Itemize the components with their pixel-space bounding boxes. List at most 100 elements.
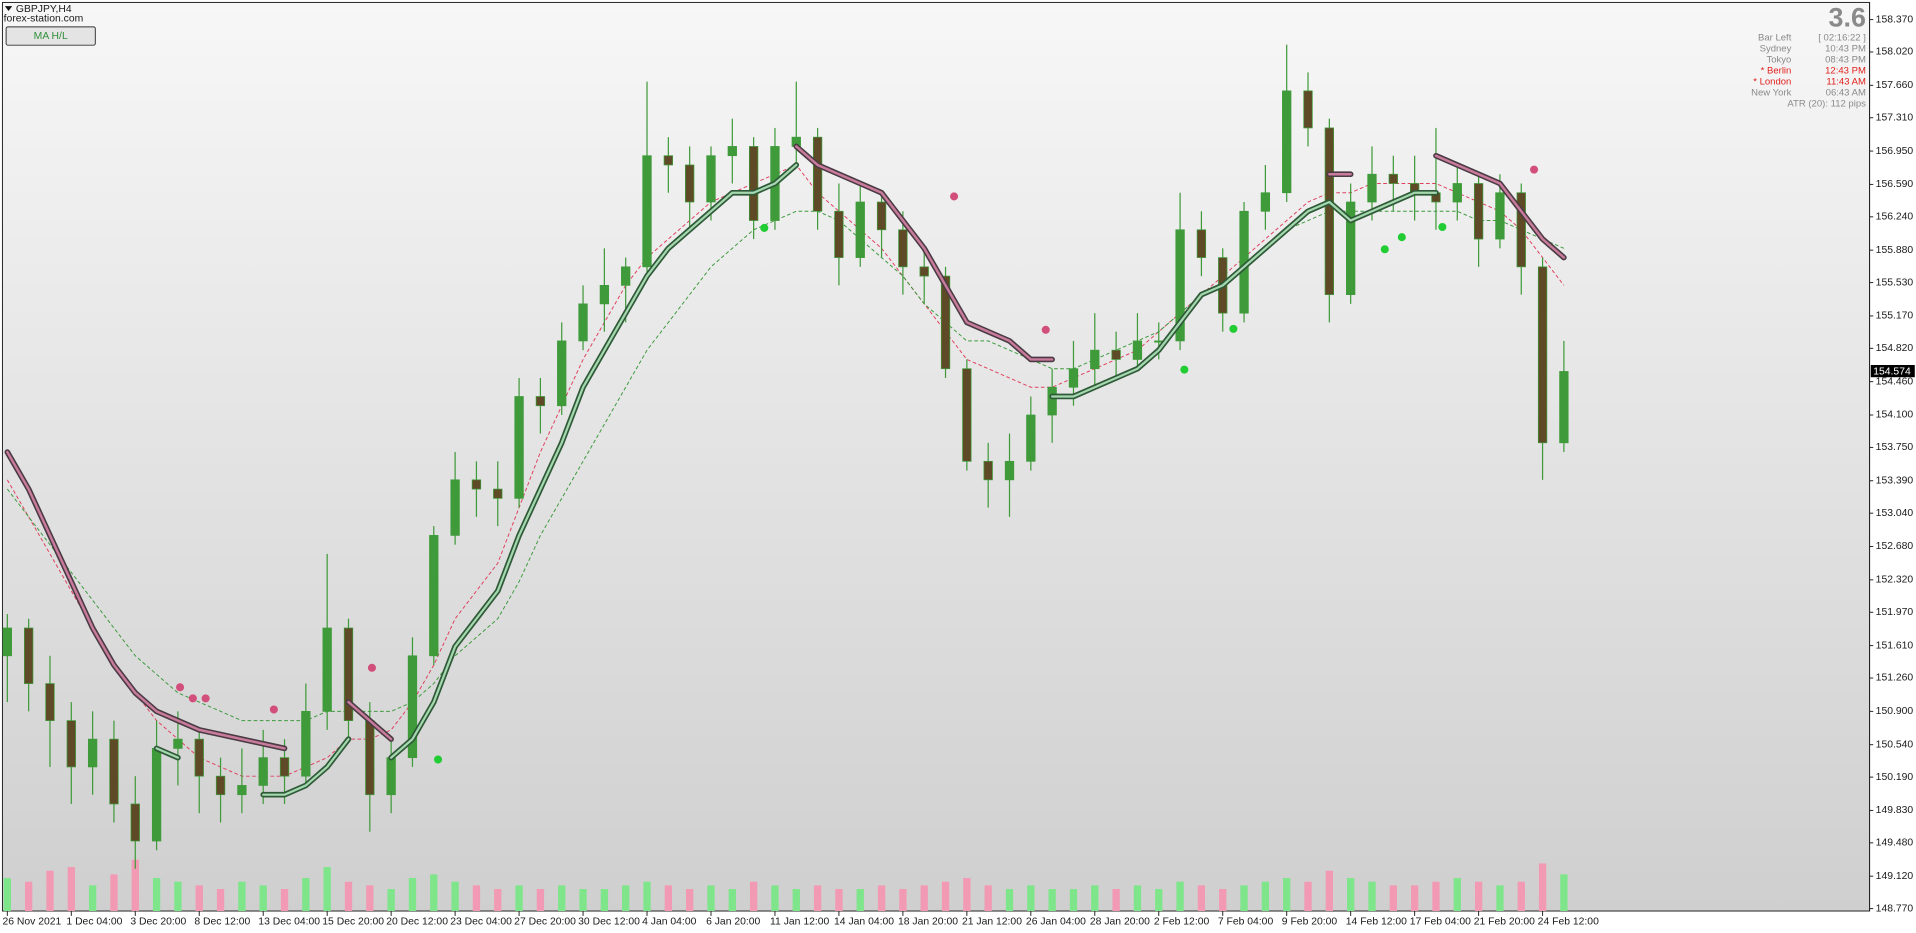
volume-bar: [88, 885, 97, 912]
volume-bar: [195, 885, 203, 912]
x-tick-label: 21 Feb 20:00: [1474, 917, 1535, 928]
candle-body: [812, 136, 823, 212]
volume-bar: [1432, 881, 1440, 912]
volume-bar: [110, 874, 118, 912]
x-tick-label: 14 Feb 12:00: [1346, 917, 1407, 928]
info-row-value: 06:43 AM: [1826, 87, 1866, 98]
candle-body: [194, 738, 204, 777]
volume-bar: [1560, 874, 1568, 912]
candle-body: [2, 627, 12, 657]
y-tick-label: 150.190: [1876, 772, 1914, 783]
candle-body: [940, 275, 951, 370]
volume-bar: [1368, 881, 1376, 912]
volume-bar: [238, 881, 246, 912]
volume-bar: [1389, 885, 1397, 912]
menu-triangle[interactable]: [4, 6, 13, 11]
volume-bar: [1091, 885, 1099, 912]
ma-line: [155, 163, 1438, 796]
spread: 3.6: [1829, 3, 1866, 33]
volume-bar: [366, 885, 374, 912]
signal-dot: [1397, 233, 1406, 242]
signal-dot: [1041, 325, 1050, 334]
x-tick-label: 8 Dec 12:00: [194, 917, 250, 928]
ma-button-label[interactable]: MA H/L: [34, 31, 68, 42]
candle-body: [407, 655, 418, 759]
candle-body: [557, 340, 567, 407]
volume-bar: [1304, 881, 1312, 912]
volume-bar: [643, 881, 651, 912]
candle-body: [1196, 229, 1207, 258]
volume-bar: [920, 885, 928, 912]
volume-bar: [984, 885, 992, 912]
volume-bar: [1453, 878, 1461, 912]
candle-body: [1537, 266, 1548, 444]
volume-bar: [1240, 885, 1248, 912]
volume-bar: [856, 889, 864, 912]
candle-body: [919, 266, 929, 277]
info-row-label: Sydney: [1760, 43, 1792, 54]
candle-body: [109, 738, 119, 805]
y-tick-label: 150.900: [1876, 706, 1914, 717]
volume-bar: [46, 870, 54, 912]
candle-body: [834, 210, 844, 258]
signal-dot: [201, 694, 210, 703]
volume-bar: [664, 885, 673, 912]
candle-body: [1047, 386, 1057, 416]
ma-line: [6, 145, 1566, 750]
candle-body: [1068, 368, 1079, 388]
volume-bar: [24, 881, 33, 912]
y-tick-label: 158.370: [1876, 14, 1914, 25]
candle-body: [301, 710, 311, 777]
volume-bar: [835, 889, 843, 912]
candle-body: [279, 757, 290, 777]
candle-body: [1132, 340, 1143, 360]
candle-body: [1026, 414, 1036, 462]
candle-body: [493, 488, 503, 499]
candle-body: [1303, 90, 1313, 129]
x-tick-label: 14 Jan 04:00: [834, 917, 894, 928]
candle-body: [578, 303, 588, 342]
y-tick-label: 149.480: [1876, 838, 1914, 849]
volume-bar: [1133, 885, 1142, 912]
candle-body: [621, 266, 631, 286]
volume-bar: [1496, 885, 1504, 912]
x-tick-label: 11 Jan 12:00: [770, 917, 829, 928]
volume-bar: [1112, 889, 1120, 912]
candle-body: [471, 479, 482, 490]
volume-bar: [899, 889, 907, 912]
signal-dot: [1530, 165, 1539, 174]
volume-bar: [1283, 878, 1291, 912]
candle-body: [642, 155, 652, 268]
candle-body: [258, 757, 268, 786]
volume-bar: [1517, 881, 1525, 912]
last-price-box: [1870, 365, 1915, 378]
x-tick-label: 9 Feb 20:00: [1282, 917, 1338, 928]
info-row-value: 08:43 PM: [1825, 54, 1866, 65]
x-tick-label: 18 Jan 20:00: [898, 917, 958, 928]
candle-body: [1559, 371, 1569, 444]
ma-button[interactable]: [5, 26, 96, 46]
volume-bar: [813, 885, 822, 912]
volume-bar: [579, 889, 587, 912]
x-tick-label: 21 Jan 12:00: [962, 917, 1022, 928]
info-panel: 3.6 ATR (20): 112 pips Bar Left [ 02:16:2…: [1751, 3, 1866, 110]
volume-bar: [728, 889, 736, 912]
volume-bar: [622, 885, 630, 912]
signal-dot: [760, 223, 769, 232]
candle-body: [66, 720, 76, 768]
y-tick-label: 151.610: [1876, 640, 1914, 651]
y-tick-label: 152.680: [1876, 541, 1914, 552]
candle-body: [173, 738, 183, 749]
volume-bar: [387, 889, 395, 912]
x-tick-label: 7 Feb 04:00: [1218, 917, 1274, 928]
volume-bar: [1325, 870, 1334, 912]
candle-body: [1111, 349, 1121, 360]
signal-dot: [1380, 245, 1389, 254]
candle-body: [876, 201, 887, 231]
y-tick-label: 149.120: [1876, 871, 1914, 882]
volume-bar: [558, 885, 566, 912]
info-row-value: 11:43 AM: [1826, 76, 1866, 87]
y-tick-label: 151.970: [1876, 607, 1914, 618]
candle-body: [1452, 183, 1462, 203]
y-tick-label: 154.100: [1876, 410, 1914, 421]
